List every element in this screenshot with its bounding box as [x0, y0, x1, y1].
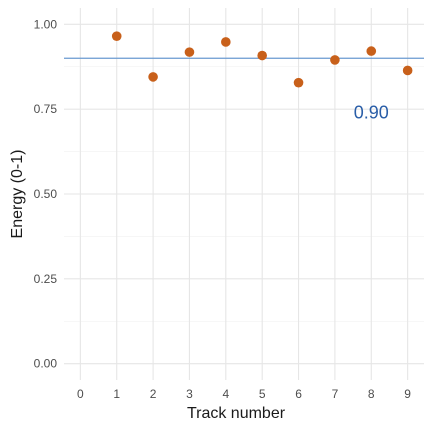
x-tick-label: 9 [404, 387, 411, 401]
data-point [330, 55, 340, 65]
x-axis-title: Track number [187, 405, 286, 422]
x-axis-ticks: 0 1 2 3 4 5 6 7 8 9 [77, 387, 411, 401]
reference-value-label: 0.90 [354, 103, 389, 123]
data-point [257, 50, 267, 61]
data-point [111, 31, 122, 41]
data-point [221, 37, 231, 47]
x-tick-label: 8 [368, 387, 375, 401]
y-axis-ticks: 0.00 0.25 0.50 0.75 1.00 [34, 17, 58, 370]
annotation-group: 0.90 [354, 103, 389, 123]
y-tick-label: 0.50 [34, 187, 58, 201]
y-tick-label: 1.00 [34, 17, 58, 31]
data-point [402, 65, 413, 76]
x-tick-label: 2 [150, 387, 157, 401]
grid [64, 8, 424, 380]
y-tick-label: 0.00 [34, 357, 58, 371]
data-point [184, 47, 195, 57]
y-axis-title: Energy (0-1) [9, 150, 26, 239]
x-tick-label: 1 [113, 387, 120, 401]
y-tick-label: 0.75 [34, 102, 58, 116]
x-tick-label: 0 [77, 387, 84, 401]
data-point [366, 46, 377, 56]
x-tick-label: 4 [222, 387, 229, 401]
x-tick-label: 6 [295, 387, 302, 401]
y-tick-label: 0.25 [34, 272, 58, 286]
x-tick-label: 3 [186, 387, 193, 401]
data-points [111, 31, 413, 88]
data-point [148, 72, 158, 82]
x-tick-label: 5 [259, 387, 266, 401]
x-tick-label: 7 [332, 387, 339, 401]
data-point [293, 77, 304, 88]
